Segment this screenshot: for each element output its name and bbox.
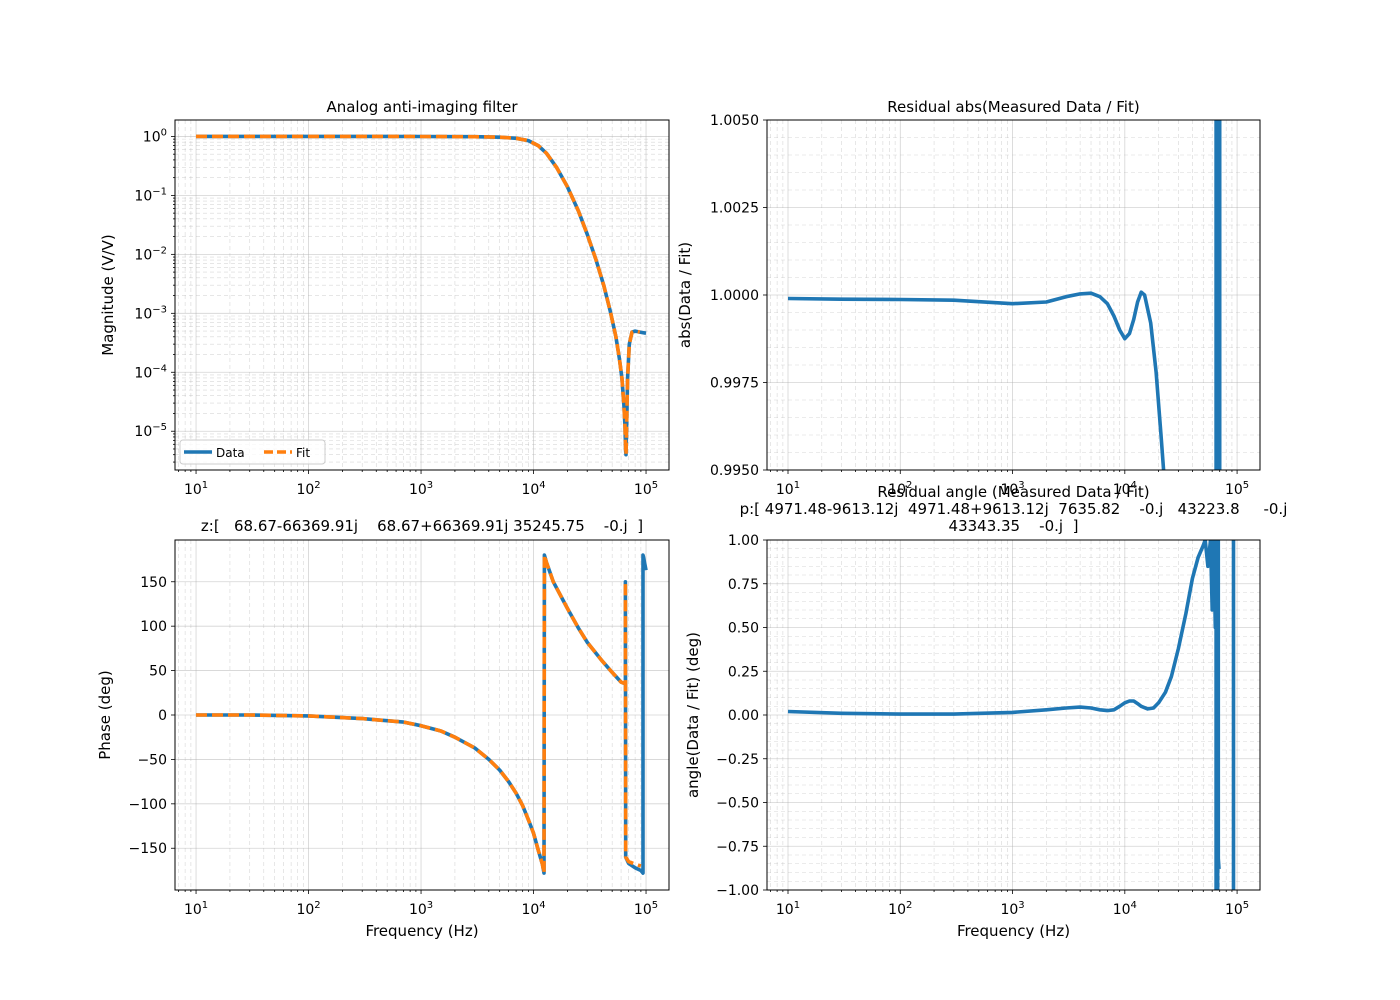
legend-box — [179, 439, 326, 465]
y-tick-label: 1.0000 — [710, 288, 759, 304]
magnitude-panel: 101 102 103 104 105 100 10−1 10−2 10−3 10−4 10−5 Ma… — [99, 98, 670, 498]
y-tick-label: 1.00 — [728, 533, 759, 549]
y-axis-label: Magnitude (V/V) — [99, 234, 117, 356]
series-lines — [196, 553, 648, 875]
series-lines — [787, 120, 1222, 470]
x-tick-label: 102 — [296, 900, 320, 918]
panel-title: Analog anti-imaging filter — [326, 98, 518, 116]
legend-entry-label: Fit — [296, 446, 310, 460]
y-tick-label: 10−1 — [134, 186, 167, 204]
y-tick-label: −50 — [137, 752, 167, 768]
x-tick-label: 101 — [184, 900, 208, 918]
x-tick-label: 104 — [1113, 480, 1137, 498]
panel-title: Residual angle (Measured Data / Fit) — [877, 483, 1149, 501]
legend-entry-label: Data — [216, 446, 245, 460]
y-tick-label: 0.00 — [728, 708, 759, 724]
x-tick-label: 102 — [888, 480, 912, 498]
x-axis: 101 102 103 104 105 — [178, 890, 658, 918]
grid — [175, 120, 669, 470]
y-tick-label: 100 — [140, 619, 167, 635]
axes-frame — [174, 119, 670, 471]
x-tick-label: 103 — [1000, 900, 1024, 918]
phase-panel: 101 102 103 104 105 150 100 50 0 −50 −100 −150 Phase… — [96, 517, 670, 940]
y-tick-label: 0.9950 — [710, 463, 759, 479]
x-axis: 101 102 103 104 105 — [770, 470, 1249, 498]
x-tick-label: 102 — [888, 900, 912, 918]
y-axis: 100 10−1 10−2 10−3 10−4 10−5 — [134, 127, 175, 463]
y-axis-label: Phase (deg) — [96, 670, 114, 760]
y-axis: 0.9950 0.9975 1.0000 1.0025 1.0050 — [710, 113, 767, 479]
y-tick-label: 10−5 — [134, 422, 167, 440]
x-axis: 101 102 103 104 105 — [178, 470, 658, 498]
x-tick-label: 104 — [521, 480, 545, 498]
x-tick-label: 103 — [1000, 480, 1024, 498]
x-tick-label: 101 — [184, 480, 208, 498]
y-axis-label: angle(Data / Fit) (deg) — [684, 632, 702, 798]
y-tick-label: 100 — [143, 127, 167, 145]
panel-title: Residual abs(Measured Data / Fit) — [887, 98, 1139, 116]
x-tick-label: 103 — [409, 480, 433, 498]
residual-magnitude-panel: 101 102 103 104 105 0.9950 0.9975 1.0000 1.0025 1… — [676, 98, 1261, 498]
x-tick-label: 105 — [634, 480, 658, 498]
x-tick-label: 104 — [521, 900, 545, 918]
x-tick-label: 103 — [409, 900, 433, 918]
y-tick-label: −0.50 — [716, 796, 759, 812]
x-tick-label: 101 — [776, 900, 800, 918]
x-tick-label: 104 — [1113, 900, 1137, 918]
y-tick-label: −0.75 — [716, 839, 759, 855]
x-axis-label: Frequency (Hz) — [957, 922, 1070, 940]
x-tick-label: 105 — [1225, 480, 1249, 498]
y-tick-label: 10−4 — [134, 363, 167, 381]
series-lines — [787, 540, 1236, 890]
fit-series-line — [196, 553, 642, 875]
series-lines — [196, 134, 647, 457]
y-tick-label: 0.9975 — [710, 376, 759, 392]
y-tick-label: 150 — [140, 575, 167, 591]
x-axis-label: Frequency (Hz) — [365, 922, 478, 940]
y-axis: 150 100 50 0 −50 −100 −150 — [129, 575, 175, 857]
y-tick-label: −1.00 — [716, 883, 759, 899]
y-axis: 1.00 0.75 0.50 0.25 0.00 −0.25 −0.50 −0.75 −1.00 — [716, 533, 767, 899]
data-series-line — [787, 540, 1221, 890]
panel-title: p:[ 4971.48-9613.12j 4971.48+9613.12j 76… — [740, 500, 1288, 518]
panel-title: z:[ 68.67-66369.91j 68.67+66369.91j 3524… — [201, 517, 643, 535]
data-series-line — [787, 290, 1166, 470]
x-tick-label: 102 — [296, 480, 320, 498]
fit-series-line — [196, 134, 641, 457]
x-tick-label: 105 — [634, 900, 658, 918]
y-tick-label: −0.25 — [716, 752, 759, 768]
panel-title: 43343.35 -0.j ] — [949, 517, 1079, 535]
data-series-line — [1214, 120, 1222, 470]
y-tick-label: −150 — [129, 841, 167, 857]
legend: Data Fit — [179, 439, 326, 465]
y-tick-label: 0 — [158, 708, 167, 724]
x-tick-label: 105 — [1225, 900, 1249, 918]
y-tick-label: −100 — [129, 797, 167, 813]
y-tick-label: 10−2 — [134, 245, 167, 263]
y-tick-label: 1.0025 — [710, 201, 759, 217]
y-tick-label: 50 — [149, 664, 167, 680]
x-axis: 101 102 103 104 105 — [770, 890, 1249, 918]
grid — [767, 120, 1260, 470]
y-axis-label: abs(Data / Fit) — [676, 242, 694, 348]
y-tick-label: 0.75 — [728, 577, 759, 593]
y-tick-label: 1.0050 — [710, 113, 759, 129]
y-tick-label: 0.25 — [728, 664, 759, 680]
y-tick-label: 0.50 — [728, 621, 759, 637]
x-tick-label: 101 — [776, 480, 800, 498]
residual-phase-panel: 101 102 103 104 105 1.00 0.75 0.50 0.25 0.00 −0.25… — [684, 483, 1287, 940]
y-tick-label: 10−3 — [134, 304, 167, 322]
